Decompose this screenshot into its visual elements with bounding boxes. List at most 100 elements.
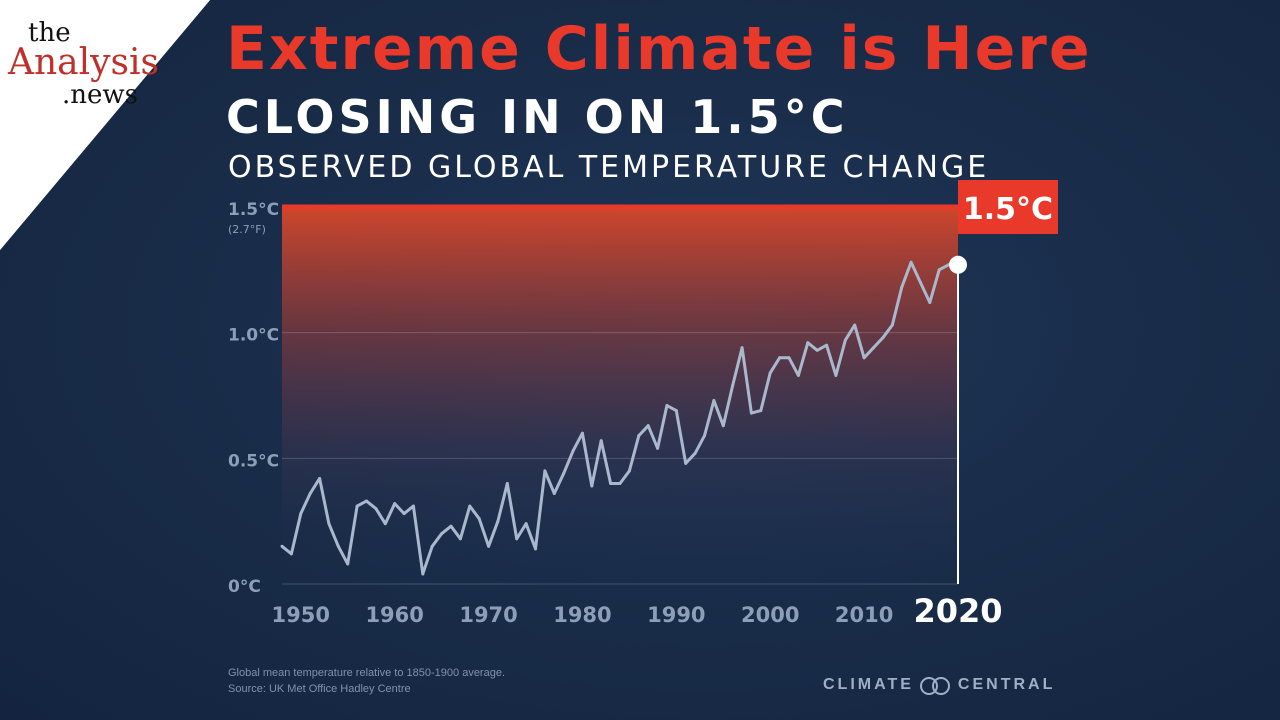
- data-point: [355, 504, 359, 508]
- data-point: [402, 512, 406, 516]
- data-point: [571, 449, 575, 453]
- x-tick-label: 1970: [459, 603, 517, 627]
- x-tick-label: 1950: [272, 603, 330, 627]
- logo: the Analysis .news: [0, 0, 200, 120]
- brand-text-right: CENTRAL: [957, 676, 1056, 693]
- x-axis-ticks: 1950 1960 1970 1980 1990 2000 2010: [272, 603, 894, 627]
- data-point: [740, 346, 744, 350]
- data-point: [881, 336, 885, 340]
- data-point: [411, 504, 415, 508]
- data-point: [505, 481, 509, 485]
- data-point: [872, 346, 875, 350]
- data-point: [590, 484, 594, 488]
- data-point: [618, 481, 622, 485]
- data-point: [365, 499, 368, 503]
- data-point: [346, 562, 350, 566]
- data-point: [646, 424, 650, 428]
- threshold-label-background: [958, 180, 1058, 234]
- data-point: [449, 524, 453, 528]
- data-point: [937, 268, 941, 272]
- data-point: [731, 383, 735, 387]
- data-point: [890, 323, 894, 327]
- data-point: [637, 434, 641, 438]
- x-tick-label: 1980: [553, 603, 611, 627]
- data-point: [580, 431, 584, 435]
- data-point: [749, 411, 753, 415]
- data-point: [487, 544, 491, 548]
- data-point: [759, 409, 763, 413]
- data-point: [430, 544, 434, 548]
- data-point: [421, 572, 425, 576]
- chart-title: OBSERVED GLOBAL TEMPERATURE CHANGE: [228, 150, 990, 185]
- data-point: [796, 373, 800, 377]
- data-point: [712, 399, 716, 403]
- data-point: [768, 371, 772, 375]
- data-point: [928, 301, 932, 305]
- data-point: [458, 537, 462, 541]
- y-tick-label: 1.0°C: [228, 326, 279, 346]
- data-point: [374, 507, 378, 511]
- page-subtitle: CLOSING IN ON 1.5°C: [226, 90, 849, 144]
- data-point: [853, 323, 857, 327]
- data-point: [825, 343, 829, 347]
- data-point: [562, 471, 566, 475]
- y-tick-label: 1.5°C: [228, 200, 279, 220]
- brand-logo: CLIMATE CENTRAL: [823, 676, 1056, 695]
- data-point: [289, 552, 293, 556]
- current-year-label: 2020: [913, 592, 1002, 630]
- data-point: [627, 469, 631, 473]
- data-point: [656, 446, 660, 450]
- data-point: [299, 512, 303, 516]
- data-point: [496, 519, 500, 523]
- data-point: [665, 404, 669, 408]
- y-tick-label: 0°C: [228, 577, 261, 597]
- data-point: [703, 434, 706, 438]
- current-value-marker: [949, 255, 967, 274]
- data-point: [327, 522, 331, 526]
- y-axis-ticks: 0°C 0.5°C 1.0°C 1.5°C (2.7°F): [228, 200, 279, 597]
- page-title: Extreme Climate is Here: [226, 14, 1092, 84]
- logo-background: [0, 0, 210, 250]
- data-point: [806, 341, 810, 345]
- footnote-source: Source: UK Met Office Hadley Centre: [228, 683, 411, 695]
- data-point: [393, 502, 397, 506]
- data-point: [862, 356, 866, 360]
- x-tick-label: 1990: [647, 603, 705, 627]
- data-point: [543, 469, 547, 473]
- chart-warming-area: [282, 207, 958, 584]
- chart-gridlines: [282, 332, 958, 585]
- brand-text-left: CLIMATE: [823, 676, 914, 693]
- data-point: [778, 356, 782, 360]
- x-tick-label: 1960: [365, 603, 423, 627]
- data-point: [609, 481, 613, 485]
- data-point: [900, 285, 904, 289]
- data-point: [515, 537, 519, 541]
- data-point: [308, 492, 312, 496]
- data-point: [336, 544, 340, 548]
- data-point: [534, 547, 537, 551]
- data-point: [383, 522, 387, 526]
- data-point: [684, 461, 688, 465]
- data-point: [918, 280, 922, 284]
- data-point: [552, 492, 556, 496]
- data-point: [280, 544, 284, 548]
- data-point: [318, 476, 322, 480]
- data-point: [477, 517, 481, 521]
- data-point: [909, 260, 913, 264]
- data-point: [721, 424, 725, 428]
- x-tick-label: 2010: [835, 603, 893, 627]
- logo-text-analysis: Analysis: [8, 42, 159, 83]
- rings-icon: [918, 676, 952, 695]
- data-point: [440, 532, 444, 536]
- data-point: [599, 439, 603, 443]
- logo-text-news: .news: [62, 80, 138, 110]
- data-point: [815, 348, 819, 352]
- data-point: [787, 356, 791, 360]
- data-point: [834, 373, 838, 377]
- footnote-note: Global mean temperature relative to 1850…: [228, 667, 506, 679]
- y-tick-sublabel: (2.7°F): [228, 223, 266, 236]
- y-tick-label: 0.5°C: [228, 451, 279, 471]
- series-points: [280, 260, 960, 576]
- x-tick-label: 2000: [741, 603, 799, 627]
